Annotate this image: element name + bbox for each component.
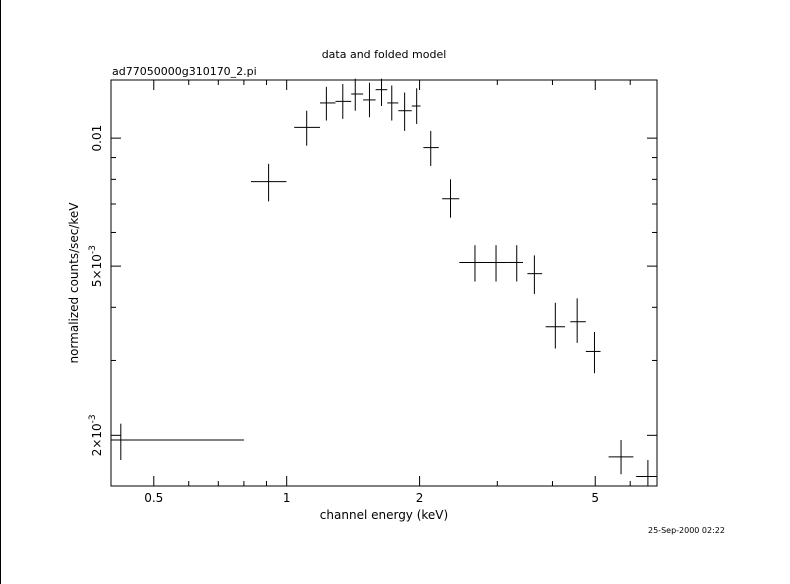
data-point — [486, 245, 508, 282]
x-tick-label: 2 — [416, 491, 424, 505]
y-tick-base: 2×10 — [90, 423, 104, 456]
window-edge — [0, 0, 1, 584]
data-point — [398, 92, 412, 131]
data-point — [294, 110, 321, 146]
data-point — [423, 130, 439, 166]
data-point — [608, 439, 634, 475]
plot-timestamp: 25-Sep-2000 02:22 — [648, 526, 725, 535]
y-tick-label-text: 2×10-3 — [88, 414, 104, 456]
data-point — [363, 82, 376, 118]
x-tick-label: 5 — [591, 491, 599, 505]
y-tick-exponent: -3 — [88, 245, 98, 254]
y-axis-label: normalized counts/sec/keV — [67, 202, 81, 364]
data-point — [527, 255, 543, 294]
plot-frame — [110, 79, 658, 487]
x-tick-label: 0.5 — [144, 491, 163, 505]
data-point — [250, 163, 287, 202]
axis-ticks — [110, 80, 657, 486]
data-point — [411, 88, 421, 124]
data-point — [570, 298, 586, 343]
y-tick-label-text: 5×10-3 — [88, 245, 104, 287]
x-tick-label: 1 — [283, 491, 291, 505]
y-tick-base: 5×10 — [90, 254, 104, 287]
data-point — [375, 78, 388, 107]
data-point — [335, 84, 352, 119]
y-tick-label: 0.01 — [90, 125, 104, 152]
data-point — [545, 302, 565, 349]
y-tick-exponent: -3 — [88, 414, 98, 423]
y-tick-label: 2×10-3 — [88, 414, 104, 456]
chart-subtitle: ad77050000g310170_2.pi — [112, 65, 257, 78]
data-point — [442, 179, 460, 218]
y-tick-label: 5×10-3 — [88, 245, 104, 287]
data-point — [387, 85, 399, 121]
data-point — [636, 459, 657, 486]
chart-title: data and folded model — [322, 48, 447, 61]
data-point — [585, 331, 601, 374]
data-points — [111, 78, 657, 486]
data-point — [351, 78, 364, 111]
data-point — [459, 245, 487, 282]
data-point — [320, 86, 336, 121]
y-tick-labels: 2×10-35×10-30.01 — [88, 125, 104, 457]
y-tick-label-text: 0.01 — [90, 125, 104, 152]
data-point — [111, 423, 244, 460]
x-axis-label: channel energy (keV) — [320, 508, 448, 522]
x-tick-labels: 0.5 1 2 5 — [144, 491, 599, 505]
data-point — [507, 245, 523, 282]
